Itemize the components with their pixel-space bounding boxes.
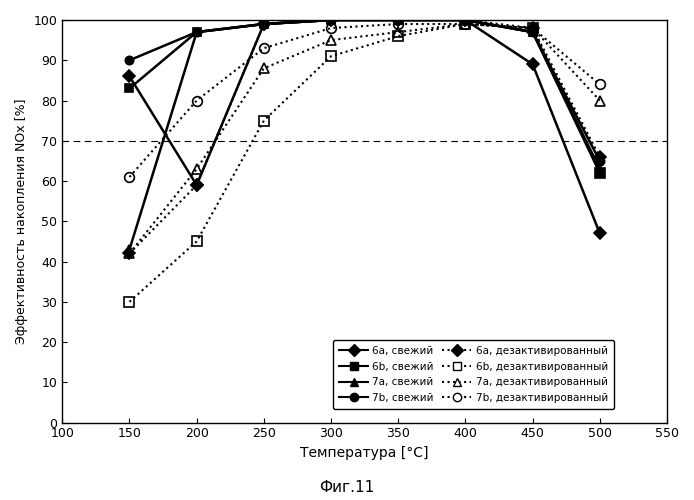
X-axis label: Температура [°C]: Температура [°C] (301, 446, 429, 460)
Text: Фиг.11: Фиг.11 (319, 480, 375, 495)
Y-axis label: Эффективность накопления NOx [%]: Эффективность накопления NOx [%] (15, 98, 28, 344)
Legend: 6a, свежий, 6b, свежий, 7a, свежий, 7b, свежий, 6a, дезактивированный, 6b, дезак: 6a, свежий, 6b, свежий, 7a, свежий, 7b, … (333, 340, 614, 409)
